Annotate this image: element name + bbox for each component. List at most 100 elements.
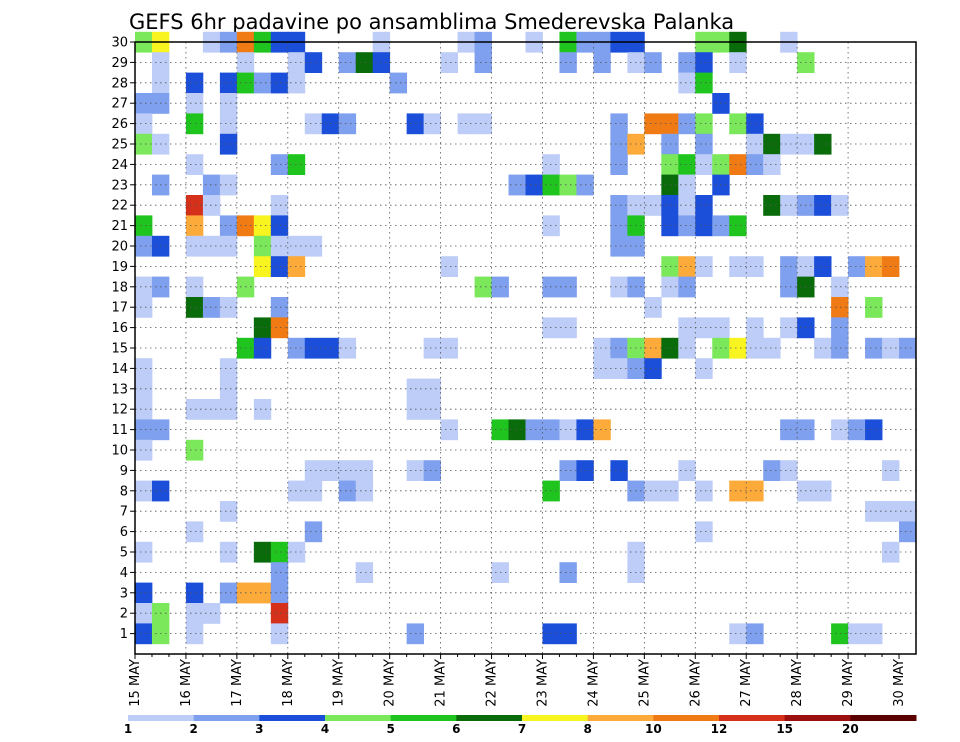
- heat-cell: [219, 399, 238, 420]
- heat-cell: [253, 582, 272, 604]
- heat-cell: [746, 154, 764, 175]
- y-tick-label: 19: [111, 260, 128, 275]
- heat-cell: [219, 501, 238, 522]
- heat-cell: [253, 541, 272, 563]
- heat-cell: [185, 582, 204, 604]
- heat-cell: [219, 582, 238, 604]
- heat-cell: [678, 215, 696, 237]
- legend-label: 10: [645, 722, 662, 736]
- heat-cell: [610, 460, 628, 481]
- heat-cell: [185, 521, 204, 543]
- heat-cell: [270, 562, 289, 583]
- x-tick-label: 28 MAY: [790, 659, 805, 707]
- heat-cell: [559, 460, 577, 481]
- heat-cell: [780, 317, 798, 339]
- heat-cell: [695, 480, 713, 502]
- x-tick-label: 17 MAY: [230, 659, 245, 707]
- heat-cell: [185, 276, 204, 298]
- heat-cell: [270, 215, 289, 237]
- heat-cell: [695, 154, 713, 175]
- heat-cell: [135, 439, 153, 461]
- heat-cell: [185, 113, 204, 135]
- y-tick-label: 28: [111, 76, 128, 91]
- heat-cell: [865, 337, 883, 359]
- heat-cell: [780, 195, 798, 216]
- heat-cell: [763, 337, 781, 359]
- legend-label: 20: [842, 722, 859, 736]
- heat-cell: [678, 276, 696, 298]
- x-tick-label: 29 MAY: [841, 659, 856, 707]
- heat-cell: [729, 480, 747, 502]
- x-tick-label: 23 MAY: [535, 659, 550, 707]
- heat-cell: [763, 460, 781, 481]
- heat-cell: [253, 215, 272, 237]
- heat-cell: [695, 215, 713, 237]
- y-tick-label: 11: [111, 423, 128, 438]
- heat-cell: [185, 623, 204, 645]
- heat-cell: [695, 358, 713, 379]
- heat-cell: [695, 256, 713, 277]
- heat-cell: [746, 623, 764, 645]
- heat-cell: [185, 603, 204, 624]
- heat-cell: [831, 337, 849, 359]
- heat-cell: [729, 52, 747, 73]
- legend-swatch: [653, 715, 720, 721]
- y-tick-label: 23: [111, 178, 128, 193]
- heat-cell: [135, 603, 153, 624]
- y-tick-label: 6: [120, 525, 128, 540]
- legend-swatch: [259, 715, 326, 721]
- heat-cell: [746, 337, 764, 359]
- heat-cell: [678, 154, 696, 175]
- heat-cell: [780, 256, 798, 277]
- heat-cell: [695, 195, 713, 216]
- heat-cell: [440, 337, 458, 359]
- heat-cell: [644, 337, 662, 359]
- heat-cell: [729, 215, 747, 237]
- heat-cell: [135, 480, 153, 502]
- heat-cell: [865, 501, 883, 522]
- heat-cell: [593, 419, 611, 441]
- legend-swatch: [128, 715, 195, 721]
- heat-cell: [729, 256, 747, 277]
- heat-cell: [355, 460, 374, 481]
- y-tick-label: 2: [120, 607, 128, 622]
- heat-cell: [695, 317, 713, 339]
- heat-cell: [780, 133, 798, 155]
- y-tick-label: 4: [120, 566, 128, 581]
- heat-cell: [559, 317, 577, 339]
- heat-cell: [338, 337, 357, 359]
- y-tick-label: 9: [120, 464, 128, 479]
- heat-cell: [695, 133, 713, 155]
- heat-cell: [355, 562, 374, 583]
- y-tick-label: 22: [111, 199, 128, 214]
- heat-cell: [219, 235, 238, 257]
- heat-cell: [763, 133, 781, 155]
- x-tick-label: 24 MAY: [586, 659, 601, 707]
- y-tick-label: 14: [111, 362, 128, 377]
- heat-cell: [135, 541, 153, 563]
- heat-cell: [202, 235, 221, 257]
- heat-cell: [270, 72, 289, 94]
- heat-cell: [135, 93, 153, 114]
- x-tick-label: 22 MAY: [485, 659, 500, 707]
- heat-cell: [729, 623, 747, 645]
- heat-cell: [729, 337, 747, 359]
- heat-cell: [219, 174, 238, 196]
- heat-cell: [423, 378, 442, 400]
- legend-label: 2: [189, 722, 197, 736]
- y-tick-label: 10: [111, 444, 128, 459]
- y-tick-label: 13: [111, 382, 128, 397]
- heat-cell: [219, 358, 238, 379]
- heat-cell: [763, 195, 781, 216]
- heat-cell: [219, 72, 238, 94]
- heat-cell: [678, 113, 696, 135]
- y-tick-label: 29: [111, 56, 128, 71]
- heat-cell: [899, 337, 917, 359]
- heat-cell: [525, 174, 543, 196]
- heat-cell: [644, 297, 662, 318]
- legend-swatch: [850, 715, 917, 721]
- x-tick-label: 20 MAY: [383, 659, 398, 707]
- legend: 1 2 3 4 5 6 7 8 10 12 15 20: [124, 715, 917, 736]
- y-tick-label: 21: [111, 219, 128, 234]
- legend-swatch: [784, 715, 851, 721]
